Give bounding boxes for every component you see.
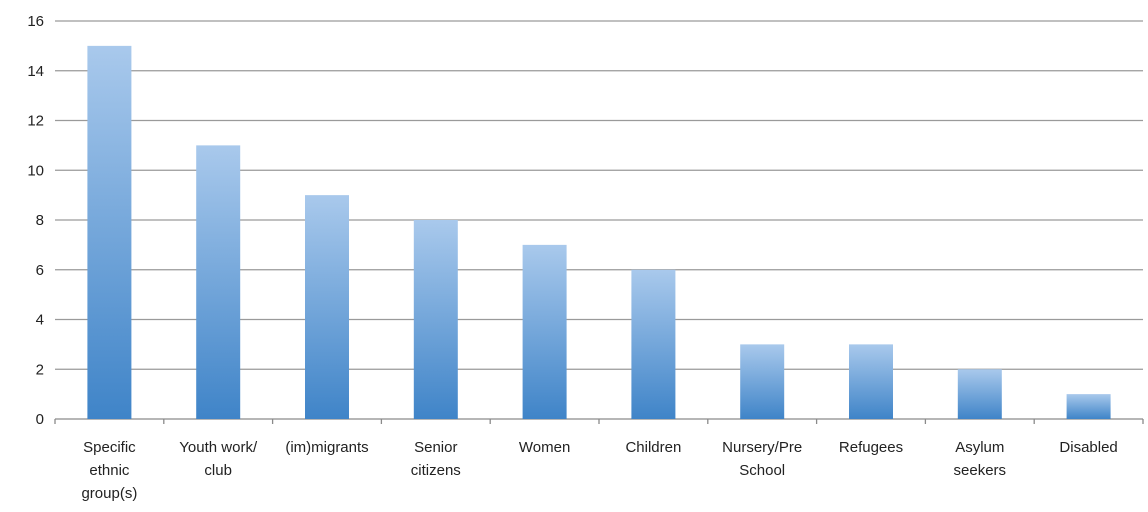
x-category-label-line: (im)migrants bbox=[285, 439, 368, 456]
x-category-label: Refugees bbox=[839, 439, 903, 456]
y-tick-label: 0 bbox=[36, 411, 44, 428]
x-category-label: Asylum seekers bbox=[954, 439, 1007, 479]
x-category-label: Nursery/Pre School bbox=[722, 439, 802, 479]
x-category-label-line: Senior bbox=[414, 439, 457, 456]
x-axis-category-labels: Specific ethnic group(s) Youth work/club (im… bbox=[81, 439, 1117, 502]
x-category-label-line: group(s) bbox=[81, 485, 137, 502]
bar-3 bbox=[305, 195, 349, 419]
x-category-label: Disabled bbox=[1059, 439, 1117, 456]
bar-4 bbox=[413, 220, 458, 419]
y-tick-label: 14 bbox=[27, 63, 44, 80]
x-category-label-line: Children bbox=[625, 439, 681, 456]
x-category-label-line: Refugees bbox=[839, 439, 903, 456]
x-category-label: Specific ethnic group(s) bbox=[81, 439, 137, 502]
bar-9 bbox=[957, 369, 1002, 419]
bar-8 bbox=[849, 344, 893, 419]
x-category-label: Youth work/club bbox=[179, 439, 258, 479]
x-category-label: Women bbox=[519, 439, 570, 456]
bars bbox=[87, 45, 1111, 419]
bar-5 bbox=[522, 244, 567, 419]
bar-7 bbox=[740, 344, 785, 419]
x-category-label-line: ethnic bbox=[89, 462, 130, 479]
x-category-label: (im)migrants bbox=[285, 439, 368, 456]
x-category-label: Senior citizens bbox=[411, 439, 461, 479]
y-tick-label: 10 bbox=[27, 162, 44, 179]
x-category-label-line: Nursery/Pre bbox=[722, 439, 802, 456]
bar-2 bbox=[196, 145, 241, 419]
y-tick-label: 6 bbox=[36, 262, 44, 279]
bar-1 bbox=[87, 45, 132, 419]
bar-10 bbox=[1066, 394, 1111, 419]
y-tick-label: 4 bbox=[36, 312, 44, 329]
x-category-label-line: seekers bbox=[954, 462, 1007, 479]
y-tick-label: 8 bbox=[36, 212, 44, 229]
x-category-label-line: club bbox=[204, 462, 232, 479]
x-category-label-line: Disabled bbox=[1059, 439, 1117, 456]
x-category-label-line: citizens bbox=[411, 462, 461, 479]
x-category-label-line: School bbox=[739, 462, 785, 479]
y-tick-label: 16 bbox=[27, 13, 44, 30]
y-tick-label: 12 bbox=[27, 113, 44, 130]
bar-6 bbox=[631, 269, 676, 419]
y-tick-label: 2 bbox=[36, 361, 44, 378]
x-category-label-line: Women bbox=[519, 439, 570, 456]
x-category-label-line: Specific bbox=[83, 439, 136, 456]
x-category-label-line: Youth work/ bbox=[179, 439, 258, 456]
x-category-label: Children bbox=[625, 439, 681, 456]
y-axis-ticks: 0 2 4 6 8 10 12 14 16 bbox=[27, 13, 44, 428]
x-category-label-line: Asylum bbox=[955, 439, 1004, 456]
